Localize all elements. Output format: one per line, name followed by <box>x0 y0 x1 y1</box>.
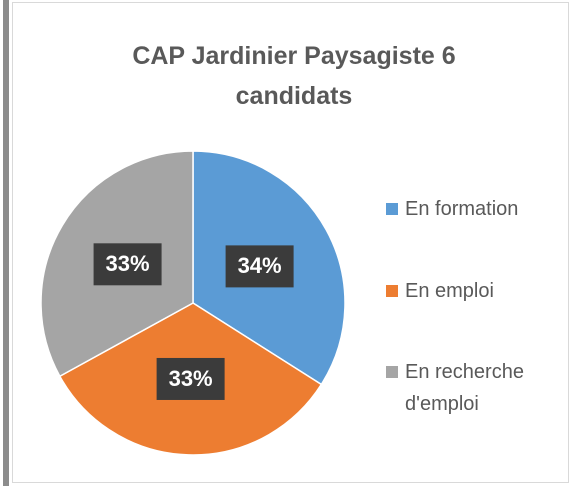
legend-item: En emploi <box>386 275 566 307</box>
data-label-box <box>93 243 162 286</box>
legend-swatch <box>386 285 398 297</box>
data-label-box <box>225 245 294 288</box>
legend-item: En formation <box>386 193 566 225</box>
data-label: 34% <box>238 253 282 278</box>
data-label: 33% <box>106 251 150 276</box>
legend-label: En recherche d'emploi <box>405 361 524 415</box>
data-label: 33% <box>169 366 213 391</box>
legend-label: En emploi <box>405 280 494 302</box>
pie: 34% 33% 33% <box>40 150 346 456</box>
legend-swatch <box>386 203 398 215</box>
frame-edge <box>3 0 9 486</box>
chart-title: CAP Jardinier Paysagiste 6 candidats <box>132 42 456 110</box>
legend-swatch <box>386 366 398 378</box>
legend-label: En formation <box>405 198 519 220</box>
legend-item: En recherche d'emploi <box>386 356 566 420</box>
data-label-box <box>156 357 225 400</box>
